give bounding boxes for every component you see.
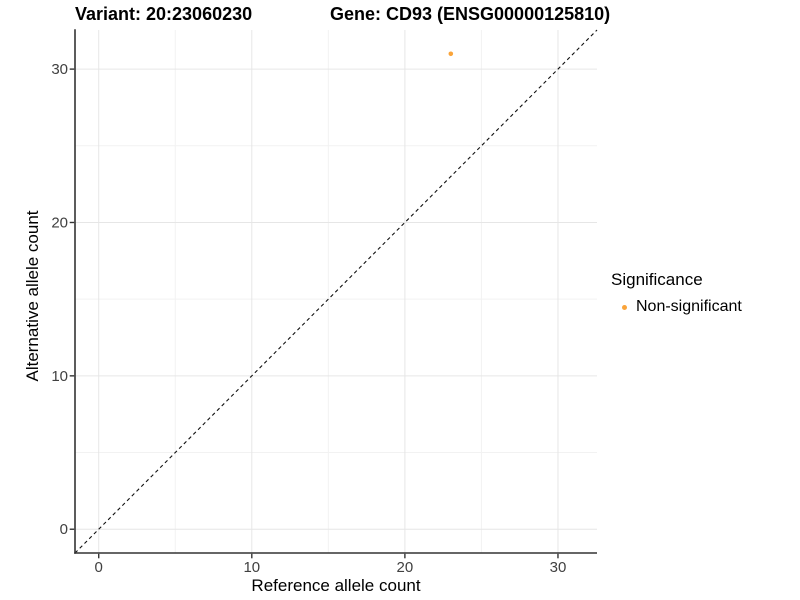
x-tick-label: 10 — [243, 559, 260, 576]
identity-dashed-line — [74, 29, 598, 554]
data-point — [448, 51, 454, 57]
x-tick-label: 30 — [550, 559, 567, 576]
x-tick-label: 20 — [397, 559, 414, 576]
y-tick-label: 30 — [51, 61, 68, 78]
legend: Significance Non-significant — [611, 270, 742, 316]
y-tick-label: 0 — [60, 521, 68, 538]
legend-title: Significance — [611, 270, 703, 289]
plot-title-gene: Gene: CD93 (ENSG00000125810) — [330, 4, 611, 24]
y-tick-label: 10 — [51, 368, 68, 385]
x-tick-label: 0 — [95, 559, 103, 576]
legend-items: Non-significant — [611, 298, 742, 316]
y-axis-title: Alternative allele count — [23, 210, 42, 382]
legend-item-label: Non-significant — [636, 298, 742, 315]
x-axis-title: Reference allele count — [251, 576, 421, 595]
legend-item: Non-significant — [611, 298, 742, 316]
legend-key-dot-icon — [622, 304, 627, 310]
y-tick-label: 20 — [51, 214, 68, 231]
plot-title-variant: Variant: 20:23060230 — [75, 4, 253, 24]
